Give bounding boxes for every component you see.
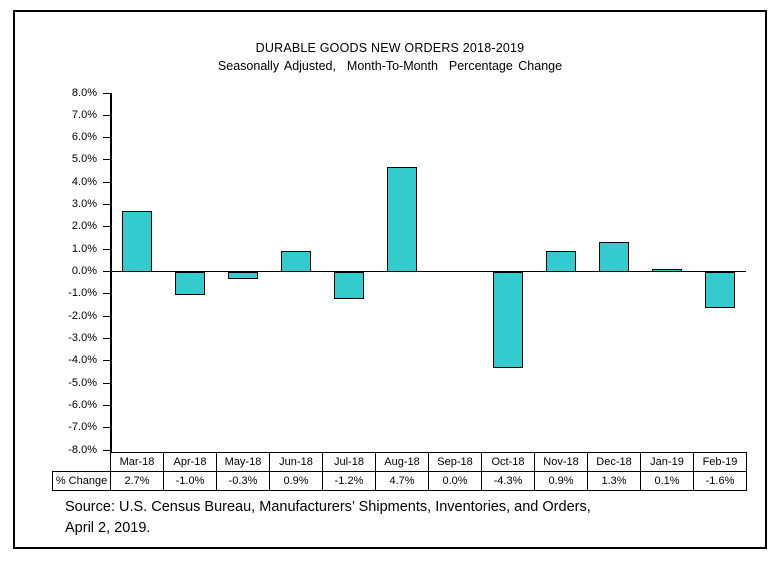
month-header-cell: Mar-18 bbox=[110, 452, 164, 472]
y-axis-tick-label: 5.0% bbox=[71, 153, 97, 166]
y-axis-tick-label: 3.0% bbox=[71, 198, 97, 211]
value-cell: 2.7% bbox=[110, 471, 164, 491]
y-axis-tick-label: -6.0% bbox=[68, 398, 97, 411]
month-header-cell: May-18 bbox=[216, 452, 270, 472]
value-cell: 4.7% bbox=[375, 471, 429, 491]
data-table: Mar-18 Apr-18 May-18 Jun-18 Jul-18 Aug-18 Sep-… bbox=[52, 452, 747, 491]
value-cell: 0.9% bbox=[534, 471, 588, 491]
y-axis-tick-label: -8.0% bbox=[68, 443, 97, 456]
bar-jun-18 bbox=[280, 251, 311, 273]
value-cell: -1.2% bbox=[322, 471, 376, 491]
y-axis-tick-label: -4.0% bbox=[68, 354, 97, 367]
y-axis-tick-mark bbox=[103, 293, 110, 295]
y-axis-tick-label: 1.0% bbox=[71, 242, 97, 255]
chart-subtitle: Seasonally Adjusted, Month-To-Month Perc… bbox=[217, 59, 563, 73]
month-header-cell: Dec-18 bbox=[587, 452, 641, 472]
y-axis-tick-label: -2.0% bbox=[68, 309, 97, 322]
chart-title: DURABLE GOODS NEW ORDERS 2018-2019 bbox=[255, 41, 525, 55]
y-axis-tick-label: -3.0% bbox=[68, 331, 97, 344]
month-header-cell: Aug-18 bbox=[375, 452, 429, 472]
value-cell: -4.3% bbox=[481, 471, 535, 491]
y-axis-tick-label: -7.0% bbox=[68, 421, 97, 434]
month-header-cell: Sep-18 bbox=[428, 452, 482, 472]
bar-mar-18 bbox=[121, 211, 152, 273]
bar-oct-18 bbox=[492, 271, 523, 369]
value-cell: -1.0% bbox=[163, 471, 217, 491]
source-line-2: April 2, 2019. bbox=[65, 520, 151, 536]
y-axis-tick-label: 8.0% bbox=[71, 86, 97, 99]
y-axis-tick-mark bbox=[103, 159, 110, 161]
y-axis-tick-mark bbox=[103, 204, 110, 206]
month-header-cell: Apr-18 bbox=[163, 452, 217, 472]
y-axis-tick-mark bbox=[103, 404, 110, 406]
month-header-cell: Jun-18 bbox=[269, 452, 323, 472]
bar-dec-18 bbox=[598, 242, 629, 273]
bar-jan-19 bbox=[651, 269, 682, 273]
month-header-cell: Feb-19 bbox=[693, 452, 747, 472]
y-axis-tick-mark bbox=[103, 92, 110, 94]
bar-apr-18 bbox=[174, 271, 205, 295]
value-cell: -0.3% bbox=[216, 471, 270, 491]
y-axis-tick-mark bbox=[103, 114, 110, 116]
zero-baseline bbox=[110, 270, 746, 273]
y-axis-tick-mark bbox=[103, 337, 110, 339]
y-axis-line bbox=[110, 93, 112, 453]
y-axis-tick-mark bbox=[103, 315, 110, 317]
bar-aug-18 bbox=[386, 166, 417, 273]
value-cell: 1.3% bbox=[587, 471, 641, 491]
bar-feb-19 bbox=[704, 271, 735, 309]
y-axis-tick-mark bbox=[103, 248, 110, 250]
y-axis-tick-label: 4.0% bbox=[71, 175, 97, 188]
y-axis-tick-label: 2.0% bbox=[71, 220, 97, 233]
month-header-cell: Oct-18 bbox=[481, 452, 535, 472]
y-axis-tick-mark bbox=[103, 181, 110, 183]
bar-nov-18 bbox=[545, 251, 576, 273]
row-label-cell: % Change bbox=[52, 471, 111, 491]
bar-may-18 bbox=[227, 271, 258, 280]
y-axis-tick-label: 7.0% bbox=[71, 108, 97, 121]
y-axis-tick-mark bbox=[103, 271, 110, 272]
month-header-cell: Nov-18 bbox=[534, 452, 588, 472]
value-cell: 0.0% bbox=[428, 471, 482, 491]
value-cell: 0.9% bbox=[269, 471, 323, 491]
y-axis-tick-label: 0.0% bbox=[71, 265, 97, 277]
month-header-cell: Jan-19 bbox=[640, 452, 694, 472]
y-axis-tick-mark bbox=[103, 137, 110, 139]
y-axis-tick-mark bbox=[103, 449, 110, 451]
value-cell: -1.6% bbox=[693, 471, 747, 491]
month-header-cell: Jul-18 bbox=[322, 452, 376, 472]
y-axis-tick-mark bbox=[103, 226, 110, 228]
table-corner-cell bbox=[53, 453, 111, 472]
y-axis-tick-mark bbox=[103, 360, 110, 362]
y-axis-tick-label: -1.0% bbox=[68, 287, 97, 300]
bar-jul-18 bbox=[333, 271, 364, 300]
y-axis-tick-mark bbox=[103, 382, 110, 384]
y-axis-tick-label: -5.0% bbox=[68, 376, 97, 389]
y-axis-tick-mark bbox=[103, 427, 110, 429]
y-axis-tick-label: 6.0% bbox=[71, 131, 97, 144]
source-line-1: Source: U.S. Census Bureau, Manufacturer… bbox=[65, 499, 591, 515]
source-note: Source: U.S. Census Bureau, Manufacturer… bbox=[65, 497, 591, 539]
value-cell: 0.1% bbox=[640, 471, 694, 491]
